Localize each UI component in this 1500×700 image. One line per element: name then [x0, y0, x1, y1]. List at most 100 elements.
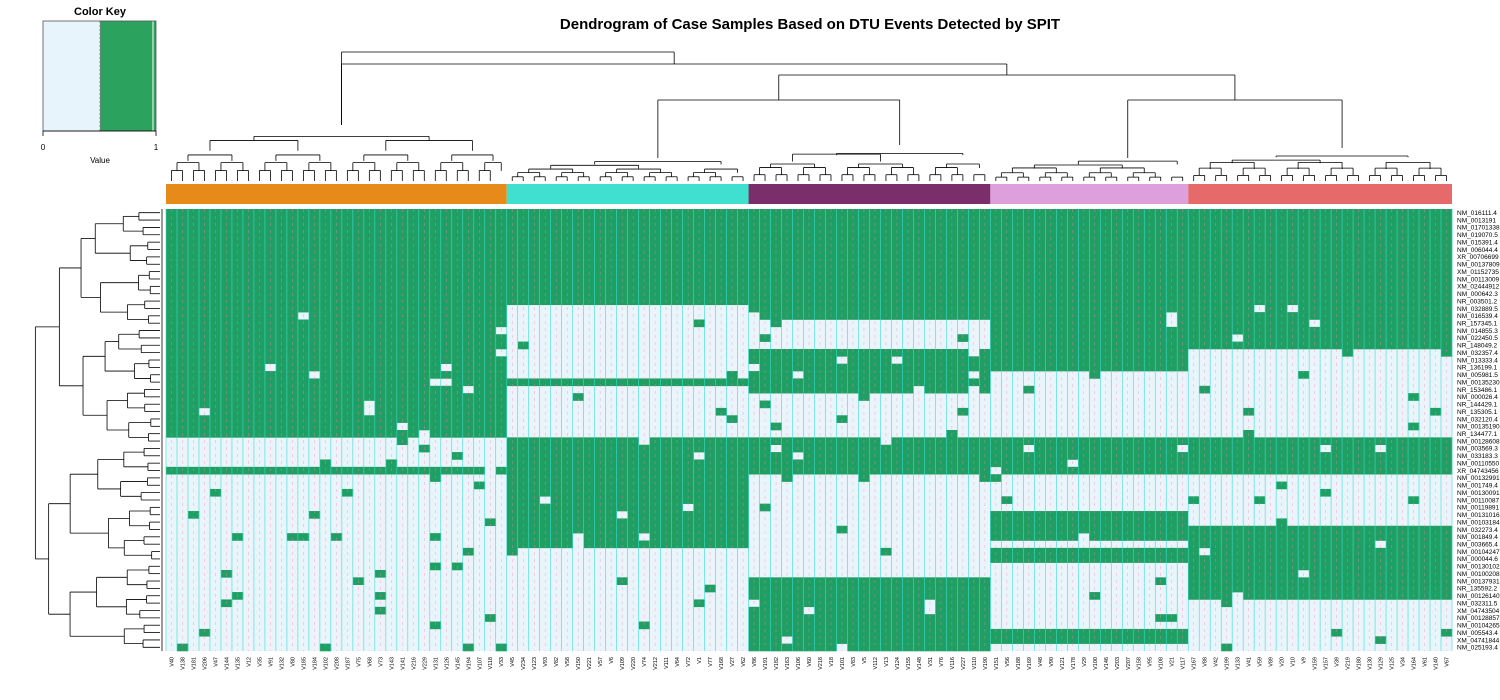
row-label: NM_00130091: [1457, 490, 1500, 497]
heatmap-cell: [517, 378, 530, 387]
heatmap-cell: [737, 496, 749, 504]
heatmap-cell: [715, 223, 727, 232]
heatmap-cell: [693, 481, 705, 490]
heatmap-cell: [1155, 628, 1167, 637]
heatmap-cell: [902, 348, 914, 357]
heatmap-cell: [396, 231, 409, 239]
heatmap-cell: [1067, 511, 1079, 519]
heatmap-cell: [275, 245, 288, 254]
heatmap-cell: [1364, 547, 1376, 556]
column-label: V83: [851, 657, 857, 667]
heatmap-cell: [517, 216, 530, 225]
heatmap-cell: [770, 636, 782, 644]
heatmap-cell: [187, 371, 200, 379]
heatmap-cell: [198, 216, 211, 225]
heatmap-cell: [1254, 540, 1266, 549]
heatmap-cell: [660, 231, 672, 239]
heatmap-cell: [396, 393, 409, 401]
heatmap-cell: [561, 231, 573, 239]
heatmap-cell: [462, 356, 475, 364]
heatmap-cell: [1111, 511, 1123, 519]
heatmap-cell: [363, 385, 376, 394]
heatmap-cell: [1177, 628, 1189, 637]
heatmap-cell: [792, 621, 804, 630]
heatmap-cell: [891, 267, 903, 276]
column-label: V74: [642, 657, 648, 667]
heatmap-cell: [649, 209, 661, 217]
heatmap-cell: [660, 209, 672, 217]
heatmap-cell: [429, 385, 442, 394]
heatmap-cell: [891, 643, 903, 652]
heatmap-cell: [1408, 496, 1420, 504]
heatmap-cell: [264, 209, 277, 217]
column-label: V77: [708, 657, 714, 667]
heatmap-cell: [506, 216, 519, 225]
heatmap-cell: [605, 238, 617, 247]
heatmap-cell: [187, 267, 200, 276]
heatmap-cell: [451, 363, 464, 372]
heatmap-cell: [1287, 540, 1299, 549]
heatmap-cell: [957, 378, 969, 387]
heatmap-cell: [1155, 341, 1167, 350]
heatmap-cell: [1320, 231, 1332, 239]
heatmap-cell: [1122, 245, 1134, 254]
heatmap-cell: [825, 231, 837, 239]
heatmap-cell: [1034, 334, 1046, 342]
heatmap-cell: [1155, 253, 1167, 261]
heatmap-cell: [792, 643, 804, 652]
heatmap-cell: [220, 393, 233, 401]
heatmap-cell: [275, 223, 288, 232]
heatmap-cell: [605, 496, 617, 504]
heatmap-cell: [979, 621, 991, 630]
heatmap-cell: [561, 209, 573, 217]
heatmap-cell: [880, 209, 892, 217]
heatmap-cell: [451, 385, 464, 394]
column-label: V164: [1412, 657, 1418, 670]
heatmap-cell: [1199, 245, 1211, 254]
heatmap-cell: [330, 363, 343, 372]
heatmap-cell: [264, 356, 277, 364]
heatmap-cell: [1221, 267, 1233, 276]
heatmap-cell: [1133, 348, 1145, 357]
heatmap-cell: [1100, 518, 1112, 527]
heatmap-cell: [1034, 363, 1046, 372]
heatmap-cell: [1210, 216, 1222, 225]
heatmap-cell: [726, 518, 738, 527]
heatmap-cell: [1210, 245, 1222, 254]
heatmap-cell: [220, 209, 233, 217]
heatmap-cell: [594, 540, 606, 549]
column-label: V163: [785, 657, 791, 670]
heatmap-cell: [297, 407, 310, 416]
column-label: V141: [400, 657, 406, 670]
row-label: NR_148049.2: [1457, 343, 1497, 350]
row-label: NM_005543.4: [1457, 630, 1498, 637]
heatmap-cell: [550, 496, 562, 504]
heatmap-cell: [891, 223, 903, 232]
heatmap-cell: [594, 518, 606, 527]
heatmap-cell: [781, 216, 793, 225]
heatmap-cell: [1375, 223, 1387, 232]
heatmap-cell: [880, 348, 892, 357]
column-label: V181: [191, 657, 197, 670]
heatmap-cell: [166, 238, 178, 247]
heatmap-cell: [990, 238, 1002, 247]
heatmap-cell: [1144, 334, 1156, 342]
heatmap-cell: [341, 385, 354, 394]
heatmap-cell: [550, 245, 562, 254]
heatmap-cell: [429, 253, 442, 261]
heatmap-cell: [1441, 245, 1453, 254]
row-label: NM_003665.4: [1457, 541, 1498, 548]
heatmap-cell: [1430, 525, 1442, 534]
heatmap-cell: [902, 245, 914, 254]
heatmap-cell: [682, 474, 694, 482]
heatmap-cell: [418, 393, 431, 401]
column-label: V34: [1401, 657, 1407, 667]
heatmap-cell: [1221, 540, 1233, 549]
column-label: V102: [323, 657, 329, 670]
heatmap-cell: [1408, 238, 1420, 247]
row-label: NM_00119891: [1457, 505, 1500, 512]
heatmap-cell: [264, 407, 277, 416]
heatmap-cell: [1177, 238, 1189, 247]
heatmap-cell: [616, 216, 628, 225]
column-label: V56: [1005, 657, 1011, 667]
